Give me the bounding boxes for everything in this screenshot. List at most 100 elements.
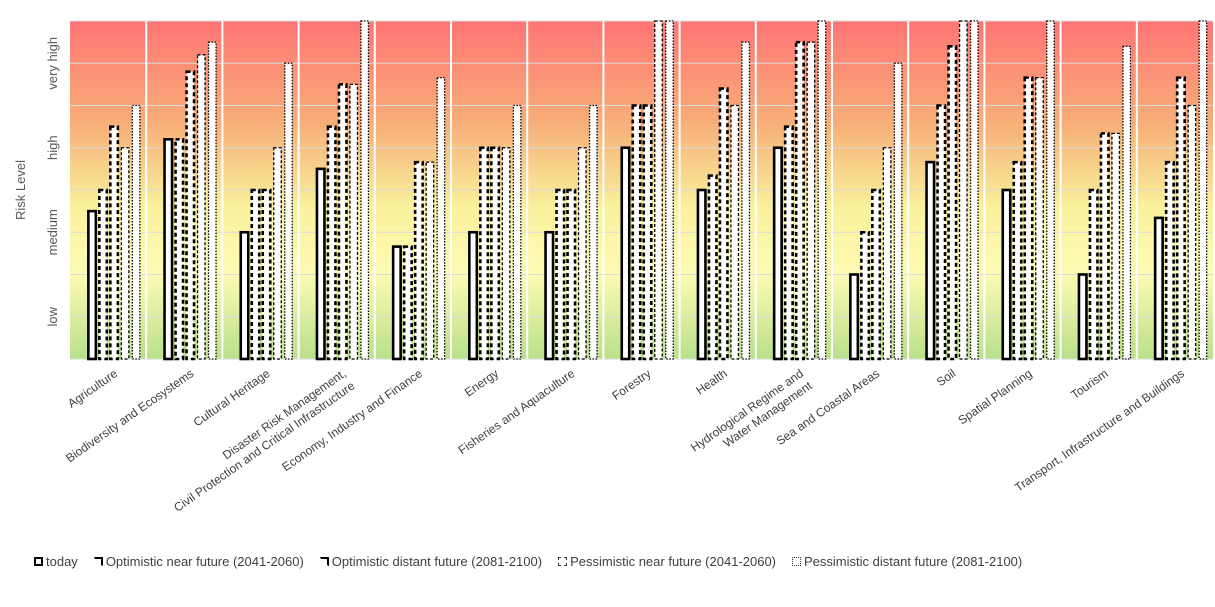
legend-swatch bbox=[792, 557, 802, 566]
bar bbox=[512, 104, 522, 360]
x-tick-label-line: Soil bbox=[934, 366, 958, 389]
bar bbox=[98, 188, 109, 361]
bar bbox=[315, 167, 326, 361]
bar bbox=[1164, 160, 1175, 361]
bar bbox=[349, 83, 359, 360]
bar bbox=[196, 54, 206, 360]
y-tick-label: very high bbox=[45, 37, 60, 90]
bar bbox=[273, 147, 282, 360]
bar bbox=[958, 20, 968, 360]
x-tick-label-line: Spatial Planning bbox=[955, 366, 1034, 427]
bar bbox=[969, 20, 979, 360]
bar bbox=[783, 125, 794, 361]
category-dividers bbox=[145, 21, 1138, 359]
bar bbox=[468, 230, 479, 361]
bar bbox=[741, 41, 751, 360]
bar bbox=[337, 83, 348, 361]
bar bbox=[413, 160, 424, 361]
y-tick-label: low bbox=[45, 306, 60, 326]
bar bbox=[730, 104, 740, 360]
bar bbox=[131, 104, 141, 360]
bar bbox=[501, 147, 511, 360]
bar bbox=[696, 188, 707, 361]
bar bbox=[326, 125, 337, 361]
bar bbox=[849, 273, 860, 361]
bar bbox=[665, 20, 674, 360]
bar bbox=[1012, 160, 1023, 361]
legend-label: Pessimistic near future (2041-2060) bbox=[570, 554, 777, 569]
bar bbox=[163, 138, 174, 361]
bar bbox=[817, 20, 827, 360]
bar bbox=[631, 104, 642, 361]
bar bbox=[642, 104, 653, 361]
bar bbox=[174, 138, 185, 361]
legend-label: Pessimistic distant future (2081-2100) bbox=[804, 554, 1023, 569]
legend-label: Optimistic near future (2041-2060) bbox=[105, 554, 304, 569]
x-tick-label-line: Civil Protection and Critical Infrastruc… bbox=[171, 378, 357, 514]
bar bbox=[109, 125, 120, 361]
bar bbox=[936, 104, 947, 361]
x-tick-label-line: Biodiversity and Ecosystems bbox=[63, 366, 196, 465]
bar bbox=[1046, 20, 1055, 360]
bar bbox=[860, 230, 871, 361]
bar bbox=[620, 146, 631, 361]
x-tick-label: Spatial Planning bbox=[955, 366, 1034, 427]
x-tick-label-line: Forestry bbox=[609, 366, 653, 403]
bar bbox=[360, 20, 370, 360]
bar bbox=[718, 87, 729, 361]
bar bbox=[1088, 188, 1099, 361]
y-axis-ticks: low medium high very high bbox=[45, 37, 60, 327]
x-tick-label: Biodiversity and Ecosystems bbox=[63, 366, 196, 465]
legend-label: today bbox=[46, 554, 78, 569]
risk-level-chart: low medium high very high Risk Level Agricu… bbox=[13, 20, 1213, 515]
bar-series bbox=[87, 20, 1208, 361]
bar bbox=[284, 62, 293, 360]
bar bbox=[577, 147, 587, 360]
bar bbox=[893, 62, 903, 360]
bar bbox=[707, 174, 718, 361]
bar bbox=[425, 161, 435, 360]
bar bbox=[239, 230, 250, 361]
bar bbox=[925, 160, 936, 361]
bar bbox=[1001, 188, 1012, 361]
legend-item: Pessimistic distant future (2081-2100) bbox=[792, 554, 1022, 569]
x-tick-label-line: Tourism bbox=[1068, 366, 1110, 402]
bar bbox=[794, 40, 805, 361]
bar bbox=[1035, 76, 1044, 360]
bar bbox=[654, 20, 663, 360]
bar bbox=[120, 147, 130, 360]
bar bbox=[1187, 104, 1197, 360]
x-tick-label: Tourism bbox=[1068, 366, 1110, 402]
bar bbox=[185, 70, 196, 361]
bar bbox=[566, 188, 577, 361]
bar bbox=[1175, 76, 1186, 361]
bar bbox=[250, 188, 261, 361]
bar bbox=[947, 45, 958, 361]
bar bbox=[588, 104, 598, 360]
x-tick-label: Health bbox=[693, 366, 729, 397]
chart-legend: today Optimistic near future (2041-2060) O… bbox=[34, 554, 1038, 569]
x-tick-label: Energy bbox=[462, 366, 501, 399]
bar bbox=[555, 188, 566, 361]
y-axis-title: Risk Level bbox=[13, 160, 28, 220]
legend-swatch bbox=[558, 557, 568, 566]
legend-item: Optimistic near future (2041-2060) bbox=[93, 554, 304, 569]
x-tick-label-line: Disaster Risk Management, bbox=[220, 366, 349, 462]
bar bbox=[436, 76, 446, 360]
x-tick-label-line: Energy bbox=[462, 366, 501, 399]
x-tick-label-line: Cultural Heritage bbox=[191, 366, 273, 429]
bar bbox=[402, 245, 413, 361]
bar bbox=[1153, 216, 1164, 361]
x-tick-label: Agriculture bbox=[65, 366, 120, 411]
bar bbox=[490, 146, 501, 361]
bar bbox=[1122, 45, 1132, 360]
bar bbox=[871, 188, 882, 361]
bar bbox=[882, 147, 892, 360]
bar bbox=[1099, 132, 1110, 361]
y-tick-label: medium bbox=[45, 209, 60, 255]
y-tick-label: high bbox=[45, 135, 60, 160]
bar bbox=[391, 245, 402, 361]
legend-item: Optimistic distant future (2081-2100) bbox=[319, 554, 542, 569]
bar bbox=[1077, 273, 1088, 361]
